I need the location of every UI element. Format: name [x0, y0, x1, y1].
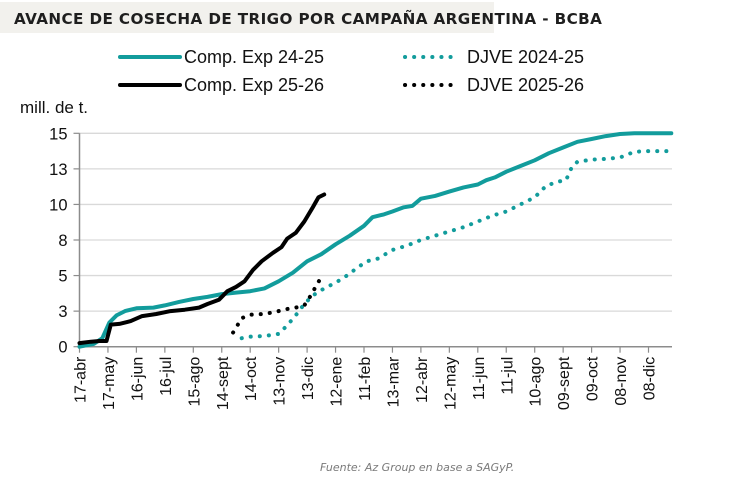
gridlines [79, 132, 672, 312]
y-tick-label: 5 [58, 268, 67, 286]
y-tick-label: 10 [49, 196, 67, 214]
x-tick-label: 11-feb [357, 357, 374, 401]
y-axis-label: mill. de t. [20, 98, 88, 117]
y-axis-ticks: 0 3 5 8 10 13 15 [49, 125, 80, 357]
legend-label: Comp. Exp 24-25 [184, 47, 324, 67]
x-tick-label: 08-dic [642, 357, 659, 401]
x-axis-ticks: 17-abr 17-may 16-jun 16-jul 15-ago 14-sept 14-… [73, 346, 659, 410]
series-lines [77, 131, 674, 349]
x-tick-label: 14-oct [243, 356, 260, 401]
x-tick-label: 17-may [101, 357, 118, 410]
y-tick-label: 3 [58, 303, 67, 321]
x-tick-label: 10-ago [528, 357, 545, 407]
legend-label: Comp. Exp 25-26 [184, 75, 324, 95]
legend-label: DJVE 2025-26 [467, 75, 584, 95]
y-tick-label: 15 [49, 125, 67, 143]
x-tick-label: 16-jun [129, 357, 146, 401]
x-tick-label: 13-dic [300, 357, 317, 401]
series-line-comp-exp-24-25 [77, 131, 674, 349]
x-tick-label: 11-jun [471, 357, 488, 400]
series-line-djve-2024-25 [239, 149, 674, 341]
legend-label: DJVE 2024-25 [467, 47, 584, 67]
legend-item: Comp. Exp 24-25 [118, 47, 324, 67]
y-tick-label: 8 [58, 232, 67, 250]
source-note: Fuente: Az Group en base a SAGyP. [320, 461, 515, 474]
series-line-comp-exp-25-26 [77, 192, 327, 346]
x-tick-label: 12-ene [329, 357, 346, 407]
x-tick-label: 08-nov [613, 357, 630, 406]
x-tick-label: 11-jul [499, 357, 516, 395]
chart-title: AVANCE DE COSECHA DE TRIGO POR CAMPAÑA A… [14, 10, 603, 28]
x-tick-label: 14-sept [215, 356, 232, 410]
series-line-djve-2025-26 [231, 275, 324, 335]
legend-item: DJVE 2024-25 [403, 47, 584, 67]
x-tick-label: 09-sept [556, 356, 573, 410]
legend-item: DJVE 2025-26 [403, 75, 584, 95]
x-tick-label: 15-ago [186, 357, 203, 407]
legend: Comp. Exp 24-25 DJVE 2024-25 Comp. Exp 25-… [118, 47, 584, 95]
x-tick-label: 13-mar [385, 356, 402, 407]
legend-item: Comp. Exp 25-26 [118, 75, 324, 95]
x-tick-label: 12-may [442, 357, 459, 410]
y-tick-label: 13 [49, 161, 67, 179]
x-tick-label: 16-jul [158, 357, 175, 396]
x-tick-label: 17-abr [73, 356, 90, 403]
x-tick-label: 09-oct [585, 356, 602, 401]
x-tick-label: 12-abr [414, 356, 431, 403]
title-bar: AVANCE DE COSECHA DE TRIGO POR CAMPAÑA A… [0, 2, 602, 33]
y-tick-label: 0 [58, 339, 67, 357]
x-tick-label: 13-nov [272, 357, 289, 406]
